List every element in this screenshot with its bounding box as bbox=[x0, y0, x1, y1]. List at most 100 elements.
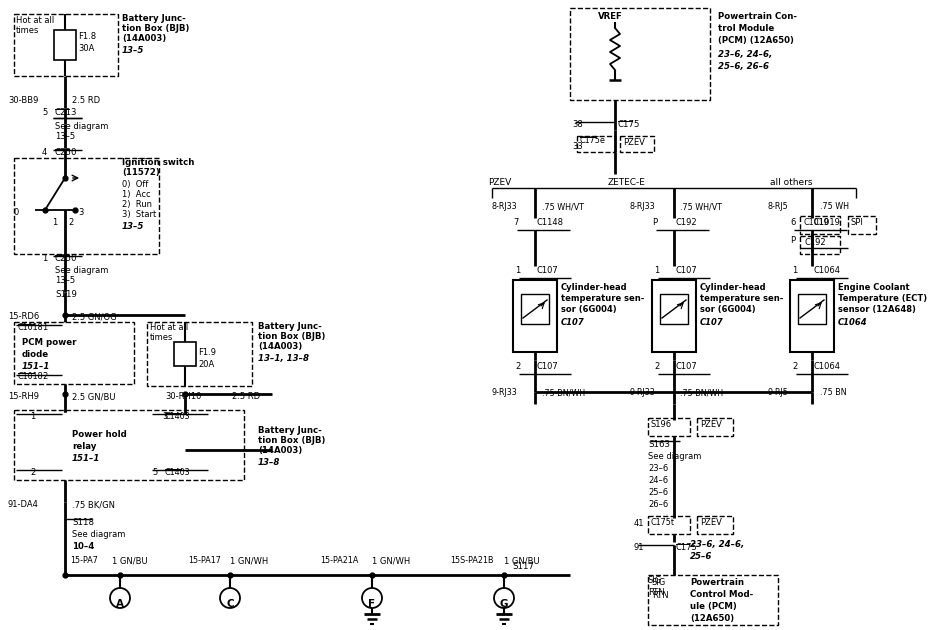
Text: PZEV: PZEV bbox=[700, 420, 722, 429]
Bar bbox=[648, 575, 778, 625]
Text: 30A: 30A bbox=[78, 44, 94, 53]
Text: 2: 2 bbox=[515, 362, 520, 371]
Text: 8-RJ33: 8-RJ33 bbox=[492, 202, 517, 211]
Text: SPI: SPI bbox=[851, 218, 864, 227]
Text: G: G bbox=[500, 599, 509, 609]
Bar bbox=[14, 158, 159, 254]
Text: P: P bbox=[790, 236, 795, 245]
Text: 30-RH10: 30-RH10 bbox=[165, 392, 201, 401]
Bar bbox=[174, 342, 196, 366]
Text: C192: C192 bbox=[676, 218, 698, 227]
Text: all others: all others bbox=[770, 178, 812, 187]
Text: C1019: C1019 bbox=[814, 218, 841, 227]
Text: sensor (12A648): sensor (12A648) bbox=[838, 305, 916, 314]
Bar bbox=[54, 30, 76, 60]
Text: C175: C175 bbox=[618, 120, 641, 129]
Text: tion Box (BJB): tion Box (BJB) bbox=[122, 24, 190, 33]
Text: 2.5 RD: 2.5 RD bbox=[232, 392, 260, 401]
Text: C213: C213 bbox=[55, 108, 78, 117]
Text: C107: C107 bbox=[537, 362, 559, 371]
Text: 33: 33 bbox=[572, 142, 583, 151]
Text: RTN: RTN bbox=[652, 591, 669, 600]
Text: C1019: C1019 bbox=[804, 218, 829, 227]
Bar bbox=[652, 280, 696, 352]
Text: C175: C175 bbox=[676, 543, 698, 552]
Text: 15-PA21A: 15-PA21A bbox=[320, 556, 359, 565]
Text: S196: S196 bbox=[651, 420, 672, 429]
Text: 2: 2 bbox=[654, 362, 660, 371]
Bar bbox=[848, 216, 876, 234]
Bar bbox=[14, 410, 244, 480]
Text: 1: 1 bbox=[30, 412, 35, 421]
Text: Battery Junc-: Battery Junc- bbox=[258, 426, 322, 435]
Text: 151–1: 151–1 bbox=[22, 362, 50, 371]
Text: 6: 6 bbox=[790, 218, 795, 227]
Text: C107: C107 bbox=[537, 266, 559, 275]
Text: C1018: C1018 bbox=[18, 323, 44, 332]
Text: 1: 1 bbox=[792, 266, 797, 275]
Text: ule (PCM): ule (PCM) bbox=[690, 602, 736, 611]
Text: C1403: C1403 bbox=[165, 468, 191, 477]
Text: Powertrain: Powertrain bbox=[690, 578, 744, 587]
Text: S118: S118 bbox=[72, 518, 94, 527]
Text: C: C bbox=[226, 599, 233, 609]
Bar bbox=[800, 236, 840, 254]
Text: 1: 1 bbox=[42, 323, 47, 332]
Text: P: P bbox=[652, 218, 657, 227]
Text: 26–6: 26–6 bbox=[648, 500, 668, 509]
Text: PZEV: PZEV bbox=[488, 178, 512, 187]
Text: 1: 1 bbox=[42, 254, 47, 263]
Text: See diagram: See diagram bbox=[72, 530, 125, 539]
Text: C175t: C175t bbox=[651, 518, 675, 527]
Text: 15-PA17: 15-PA17 bbox=[188, 556, 221, 565]
Bar bbox=[648, 418, 690, 436]
Text: C1064: C1064 bbox=[814, 362, 841, 371]
Text: C1064: C1064 bbox=[814, 266, 841, 275]
Text: 1: 1 bbox=[515, 266, 520, 275]
Text: C192: C192 bbox=[805, 238, 827, 247]
Text: Cylinder-head: Cylinder-head bbox=[700, 283, 767, 292]
Text: 13–5: 13–5 bbox=[122, 222, 144, 231]
Text: Battery Junc-: Battery Junc- bbox=[258, 322, 322, 331]
Text: times: times bbox=[150, 333, 174, 342]
Bar bbox=[521, 294, 549, 324]
Text: 151–1: 151–1 bbox=[72, 454, 101, 463]
Text: See diagram: See diagram bbox=[55, 122, 108, 131]
Text: Engine Coolant: Engine Coolant bbox=[838, 283, 910, 292]
Text: (11572): (11572) bbox=[122, 168, 159, 177]
Text: 2: 2 bbox=[68, 218, 73, 227]
Text: temperature sen-: temperature sen- bbox=[700, 294, 783, 303]
Text: (12A650): (12A650) bbox=[690, 614, 735, 623]
Text: 25–6, 26–6: 25–6, 26–6 bbox=[718, 62, 769, 71]
Text: 1: 1 bbox=[52, 218, 57, 227]
Text: SIG: SIG bbox=[648, 576, 662, 585]
Text: 7: 7 bbox=[513, 218, 518, 227]
Text: 15-RH9: 15-RH9 bbox=[8, 392, 39, 401]
Text: 1 GN/WH: 1 GN/WH bbox=[230, 556, 269, 565]
Text: .75 BN/WH: .75 BN/WH bbox=[542, 388, 586, 397]
Text: 24–6: 24–6 bbox=[648, 476, 668, 485]
Text: 3: 3 bbox=[162, 412, 167, 421]
Text: 23–6, 24–6,: 23–6, 24–6, bbox=[718, 50, 772, 59]
Bar bbox=[697, 516, 733, 534]
Text: 25–6: 25–6 bbox=[648, 488, 668, 497]
Text: 30-BB9: 30-BB9 bbox=[8, 96, 38, 105]
Text: F1.8: F1.8 bbox=[78, 32, 96, 41]
Text: 13–1, 13–8: 13–1, 13–8 bbox=[258, 354, 309, 363]
Text: 15-RD6: 15-RD6 bbox=[8, 312, 39, 321]
Text: diode: diode bbox=[22, 350, 49, 359]
Text: Cylinder-head: Cylinder-head bbox=[561, 283, 627, 292]
Text: .75 BK/GN: .75 BK/GN bbox=[72, 500, 115, 509]
Text: PZEV: PZEV bbox=[700, 518, 722, 527]
Text: C250: C250 bbox=[55, 254, 78, 263]
Bar bbox=[697, 418, 733, 436]
Text: Control Mod-: Control Mod- bbox=[690, 590, 754, 599]
Text: Powertrain Con-: Powertrain Con- bbox=[718, 12, 797, 21]
Text: 2: 2 bbox=[30, 468, 35, 477]
Text: 38: 38 bbox=[572, 120, 583, 129]
Text: Hot at all: Hot at all bbox=[150, 323, 188, 332]
Text: 3: 3 bbox=[78, 208, 84, 217]
Text: .75 WH/VT: .75 WH/VT bbox=[680, 202, 722, 211]
Text: See diagram: See diagram bbox=[648, 452, 701, 461]
Bar bbox=[620, 136, 654, 152]
